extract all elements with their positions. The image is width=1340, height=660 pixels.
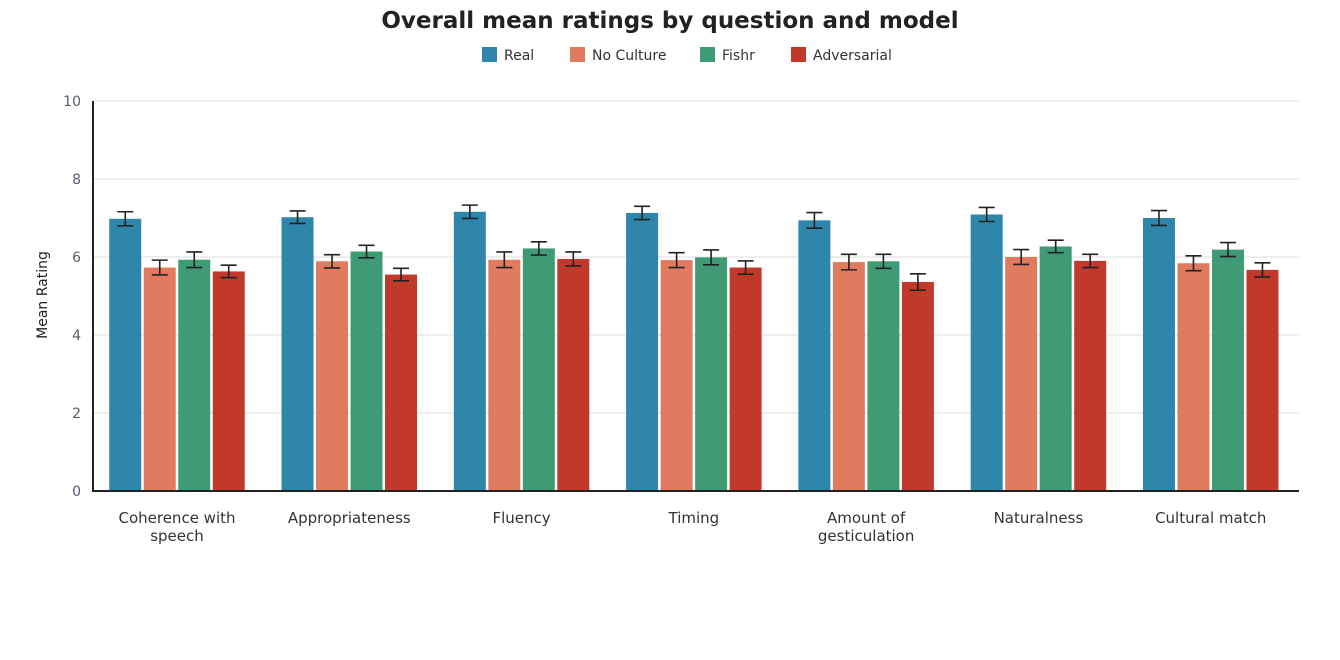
legend-item: No Culture bbox=[570, 47, 666, 64]
bar bbox=[143, 267, 176, 491]
y-tick-label: 6 bbox=[72, 250, 81, 266]
x-axis-ticks: Coherence with speech Appropriateness Fluen… bbox=[118, 509, 1266, 545]
bar bbox=[1005, 257, 1038, 491]
error-bar bbox=[565, 251, 582, 267]
error-bar bbox=[1150, 209, 1167, 227]
bar bbox=[557, 258, 590, 491]
y-tick-label: 10 bbox=[63, 94, 81, 110]
bar bbox=[901, 281, 934, 491]
error-bar bbox=[530, 240, 547, 256]
bar bbox=[522, 248, 555, 491]
y-tick-label: 8 bbox=[72, 172, 81, 188]
error-bars bbox=[117, 204, 1271, 291]
bar bbox=[281, 217, 314, 491]
error-bar bbox=[806, 211, 823, 229]
y-axis-ticks: 0 2 4 6 8 10 bbox=[63, 94, 81, 500]
error-bar bbox=[358, 244, 375, 259]
x-tick-label: Fluency bbox=[492, 509, 550, 527]
y-tick-label: 2 bbox=[72, 406, 81, 422]
bar bbox=[488, 259, 521, 491]
bar bbox=[626, 212, 659, 491]
error-bar bbox=[393, 267, 410, 282]
error-bar bbox=[324, 253, 341, 269]
error-bar bbox=[703, 249, 720, 266]
bar bbox=[212, 271, 245, 491]
bar bbox=[798, 220, 831, 491]
error-bar bbox=[1013, 248, 1030, 266]
x-tick-label: Coherence with speech bbox=[118, 509, 235, 545]
error-bar bbox=[875, 253, 892, 270]
error-bar bbox=[117, 210, 134, 227]
error-bar bbox=[1219, 241, 1236, 258]
bar bbox=[1177, 263, 1210, 491]
bar bbox=[1074, 260, 1107, 491]
error-bar bbox=[634, 205, 651, 221]
legend-label: Real bbox=[504, 48, 534, 64]
error-bar bbox=[668, 251, 685, 269]
bar bbox=[385, 274, 418, 491]
legend-label: No Culture bbox=[592, 48, 666, 64]
bar bbox=[695, 257, 728, 491]
y-tick-label: 0 bbox=[72, 484, 81, 500]
legend-label: Adversarial bbox=[813, 48, 892, 64]
bars bbox=[109, 211, 1279, 492]
error-bar bbox=[496, 251, 513, 269]
bar bbox=[316, 261, 349, 491]
y-axis-label: Mean Rating bbox=[35, 251, 51, 339]
error-bar bbox=[151, 259, 168, 276]
error-bar bbox=[737, 260, 754, 275]
bar bbox=[109, 218, 142, 491]
error-bar bbox=[1047, 239, 1064, 254]
legend-item: Real bbox=[482, 47, 534, 64]
bar bbox=[867, 261, 900, 491]
bar bbox=[1039, 246, 1072, 491]
axes bbox=[92, 101, 1299, 492]
chart-title: Overall mean ratings by question and mod… bbox=[381, 8, 958, 34]
legend-item: Fishr bbox=[700, 47, 755, 64]
error-bar bbox=[1185, 255, 1202, 272]
x-tick-label: Timing bbox=[668, 509, 720, 527]
legend-label: Fishr bbox=[722, 48, 755, 64]
error-bar bbox=[978, 206, 995, 223]
error-bar bbox=[289, 210, 306, 225]
x-tick-label: Cultural match bbox=[1155, 509, 1266, 527]
bar bbox=[453, 211, 486, 491]
legend-swatch bbox=[791, 47, 806, 62]
legend: Real No Culture Fishr Adversarial bbox=[482, 47, 892, 64]
error-bar bbox=[1254, 262, 1271, 278]
x-tick-label: Naturalness bbox=[994, 509, 1084, 527]
legend-item: Adversarial bbox=[791, 47, 892, 64]
bar bbox=[660, 260, 693, 491]
error-bar bbox=[1082, 253, 1099, 269]
error-bar bbox=[186, 251, 203, 269]
error-bar bbox=[461, 204, 478, 220]
error-bar bbox=[909, 272, 926, 291]
bar bbox=[729, 267, 762, 491]
x-tick-label: Appropriateness bbox=[288, 509, 411, 527]
y-tick-label: 4 bbox=[72, 328, 81, 344]
bar bbox=[970, 214, 1003, 492]
error-bar bbox=[840, 253, 857, 271]
legend-swatch bbox=[570, 47, 585, 62]
bar bbox=[350, 251, 383, 491]
bar bbox=[832, 262, 865, 491]
bar bbox=[1246, 269, 1279, 491]
bar bbox=[1211, 249, 1244, 491]
x-tick-label: Amount of gesticulation bbox=[818, 509, 914, 545]
error-bar bbox=[220, 264, 237, 279]
legend-swatch bbox=[482, 47, 497, 62]
bar bbox=[178, 259, 211, 491]
bar bbox=[1142, 218, 1175, 491]
legend-swatch bbox=[700, 47, 715, 62]
